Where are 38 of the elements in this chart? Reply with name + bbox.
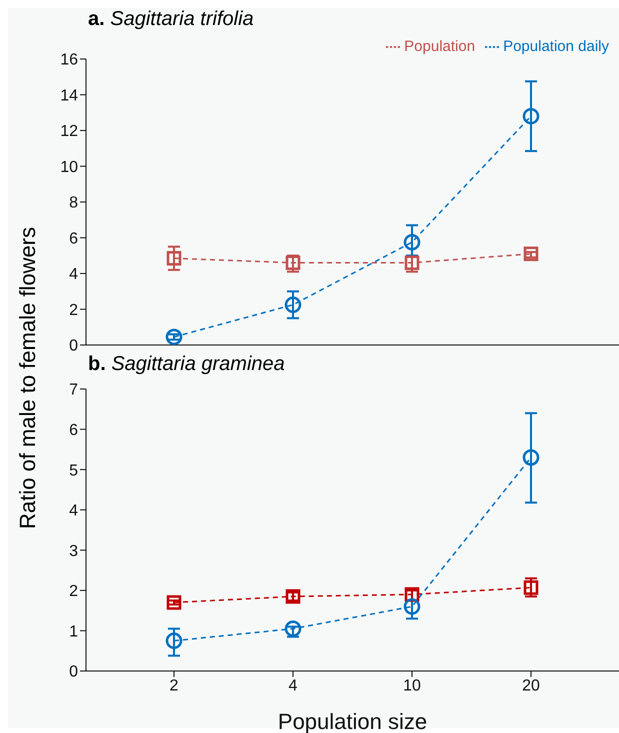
point [284,620,302,637]
y-tick-label: 7 [69,382,78,399]
y-tick-label: 16 [60,52,78,69]
x-tick-label: 2 [170,677,179,694]
y-tick-label: 0 [69,338,78,355]
x-tick-label: 20 [522,677,540,694]
point [522,449,540,466]
y-tick-label: 5 [69,462,78,480]
chart-title: a. Sagittaria trifolia [88,8,254,30]
y-tick-label: 0 [69,664,78,681]
point [404,234,420,250]
x-tick-label: 10 [403,677,421,694]
point [166,632,182,650]
point [524,580,538,595]
y-tick-label: 10 [60,158,78,176]
point [522,108,540,124]
legend-label: Population [404,38,476,55]
chart-title: b. Sagittaria graminea [88,353,285,375]
legend-label: Population daily [503,38,609,55]
point [284,296,302,314]
y-tick-label: 2 [69,583,78,600]
y-tick-label: 2 [69,302,78,319]
y-tick-label: 3 [69,542,78,560]
point [166,595,182,610]
y-tick-label: 6 [69,422,78,439]
y-tick-label: 14 [60,87,78,104]
y-tick-label: 8 [69,194,78,212]
y-tick-label: 4 [69,502,78,520]
point [166,251,182,266]
y-tick-label: 6 [69,230,78,248]
y-tick-label: 1 [69,623,78,640]
x-tick-label: 4 [288,677,298,694]
y-tick-label: 4 [69,266,78,284]
point [524,246,538,262]
point [404,598,420,615]
y-tick-label: 12 [60,123,78,140]
y-axis-title: Ratio of male to female flowers [15,226,41,530]
point [166,328,182,345]
